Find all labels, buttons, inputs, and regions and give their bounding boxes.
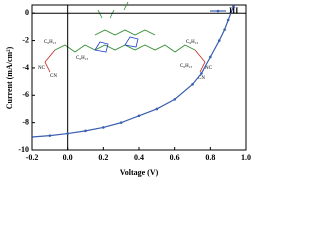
- annotation: NC: [205, 66, 213, 71]
- annotation: CN: [198, 76, 205, 81]
- data-point: [217, 39, 221, 42]
- x-tick-label: 0.8: [205, 153, 215, 162]
- molecule: [44, 1, 206, 73]
- y-tick-label: -4: [22, 63, 29, 72]
- x-tick-label: 0.4: [134, 153, 144, 162]
- data-point: [84, 129, 87, 133]
- annotation: CN: [50, 74, 57, 79]
- annotation: C₆H₁₃: [44, 40, 56, 45]
- data-point: [102, 126, 105, 129]
- y-tick-label: -8: [22, 117, 29, 126]
- chart: C₆H₁₃ NC CN C₆H₁₃ C₆H₁₃ C₆H₁₃ NC CN Volt…: [5, 1, 251, 177]
- data-point: [173, 98, 176, 101]
- legend-label: III: [229, 6, 238, 15]
- x-tick-label: 0.0: [63, 153, 73, 162]
- annotation: C₆H₁₃: [186, 40, 198, 45]
- data-point: [119, 121, 123, 124]
- x-tick-label: 0.6: [170, 153, 180, 162]
- data-point: [48, 134, 52, 137]
- y-axis-title: Current (mA/cm²): [5, 46, 14, 109]
- data-point: [191, 83, 194, 86]
- data-point: [209, 55, 212, 59]
- data-point: [66, 132, 69, 135]
- annotation: C₆H₁₃: [76, 56, 88, 61]
- annotation: C₆H₁₃: [180, 64, 192, 69]
- x-tick-label: 0.2: [98, 153, 108, 162]
- x-tick-label: -0.2: [26, 153, 39, 162]
- data-point: [223, 28, 226, 31]
- data-point: [200, 72, 203, 75]
- y-tick-label: -10: [18, 145, 29, 154]
- data-point: [226, 18, 230, 22]
- series-line: [32, 6, 235, 138]
- data-point: [137, 114, 141, 118]
- y-tick-label: -6: [22, 90, 29, 99]
- annotation: NC: [38, 66, 46, 71]
- legend-marker: [216, 9, 220, 13]
- data-point: [155, 107, 159, 111]
- y-tick-label: -2: [22, 35, 29, 44]
- x-axis-title: Voltage (V): [120, 168, 159, 177]
- data-point: [32, 135, 34, 139]
- x-tick-label: 1.0: [241, 153, 251, 162]
- plot-frame: [31, 4, 247, 151]
- data-point: [232, 5, 235, 8]
- y-tick-label: 0: [25, 8, 29, 17]
